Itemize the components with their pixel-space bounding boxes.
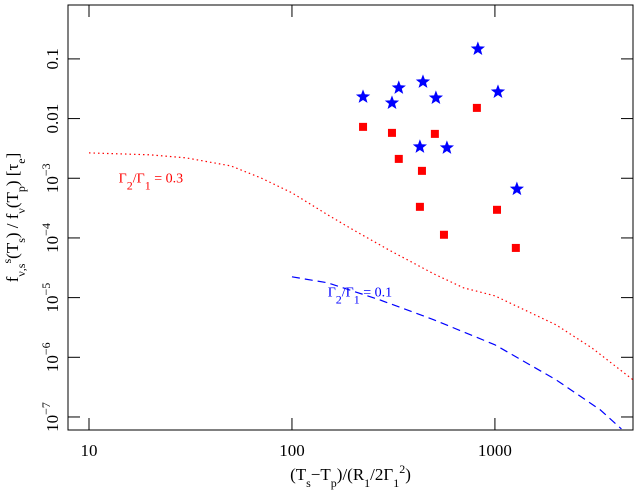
y-tick-label-base: 0.1 [43,48,62,69]
y-axis-label-part: f [3,276,22,282]
star-point [391,80,406,94]
square-point [417,166,426,175]
y-axis-label-part: ν [14,208,28,214]
x-axis-label: (Ts−Tp)/(R1/2Γ12) [290,462,411,490]
y-tick-label-exp: −3 [39,163,53,176]
square-point [511,243,520,252]
x-axis-label-part: ) [405,465,411,484]
annotation-part: /Γ [133,171,145,186]
x-tick-label: 100 [279,441,305,460]
curve [88,152,634,381]
y-tick-label-base: 10 [43,176,62,193]
x-axis-label-part: /2Γ [370,465,393,484]
square-point [430,129,439,138]
annotation: Γ2/Γ1 = 0.1 [328,285,392,306]
square-point [394,154,403,163]
y-axis-label-part: (T [3,242,22,259]
star-point [439,140,454,154]
y-tick-label: 0.01 [43,104,62,134]
annotation-part: 2 [336,292,342,306]
star-point [355,89,371,103]
annotation-part: /Γ [342,285,354,300]
annotation-part: = 0.3 [151,171,183,186]
annotation: Γ2/Γ1 = 0.3 [119,171,183,192]
y-axis-label-part: ) / f [3,213,22,238]
y-tick-label: 10−5 [39,283,62,313]
y-tick-label-base: 10 [43,415,62,432]
y-axis-label-part: ] [3,153,22,159]
y-axis-label: fν,ss(Ts) / fν(Tp) [τe] [0,153,28,283]
annotation-part: Γ [328,285,336,300]
annotation-part: Γ [119,171,127,186]
star-point [470,41,485,55]
y-axis-label-part: ν,s [14,263,28,276]
x-axis-label-part: 2 [399,462,405,476]
y-tick-label-exp: −4 [39,223,53,236]
x-axis-label-part: )/(R [337,465,365,484]
x-axis-label-part: 1 [364,476,370,490]
square-point [415,202,424,211]
y-tick-label: 0.1 [43,48,62,69]
y-tick-label: 10−7 [39,402,62,432]
y-tick-label-exp: −7 [39,402,53,415]
y-axis-label-part: s [0,259,14,264]
y-tick-label: 10−4 [39,223,62,253]
star-point [415,74,431,88]
star-point [509,181,524,196]
annotation-part: 2 [127,178,133,192]
y-axis-label-part: s [14,238,28,243]
y-axis-label-part: ) [τ [3,164,22,187]
curve [291,276,622,430]
square-point [359,122,368,131]
x-axis-label-part: (T [290,465,307,484]
annotation-part: 1 [145,178,151,192]
y-axis-label-part: e [14,158,28,163]
star-point [384,95,400,109]
y-axis-label-part: p [14,186,28,192]
y-tick-label-base: 10 [43,296,62,313]
x-axis-label-part: 1 [393,476,399,490]
y-tick-label-exp: −6 [39,342,53,355]
square-point [439,230,448,239]
x-tick-label: 1000 [478,441,512,460]
y-tick-label-base: 10 [43,236,62,253]
annotation-part: = 0.1 [360,285,392,300]
x-axis-label-part: p [331,476,337,490]
x-axis-label-part: s [306,476,311,490]
y-tick-label-exp: −5 [39,283,53,296]
star-point [490,84,506,98]
x-axis-label-part: −T [311,465,332,484]
square-point [472,103,481,112]
annotation-part: 1 [354,292,360,306]
y-tick-label-base: 10 [43,355,62,372]
star-point [428,90,443,104]
x-tick-label: 10 [81,441,98,460]
y-tick-label: 10−3 [39,163,62,193]
square-point [387,128,396,137]
star-point [412,139,427,153]
plot-frame [67,4,634,431]
y-axis-label-part: (T [3,191,22,208]
y-tick-label-base: 0.01 [43,104,62,134]
square-point [493,205,502,214]
y-tick-label: 10−6 [39,342,62,372]
